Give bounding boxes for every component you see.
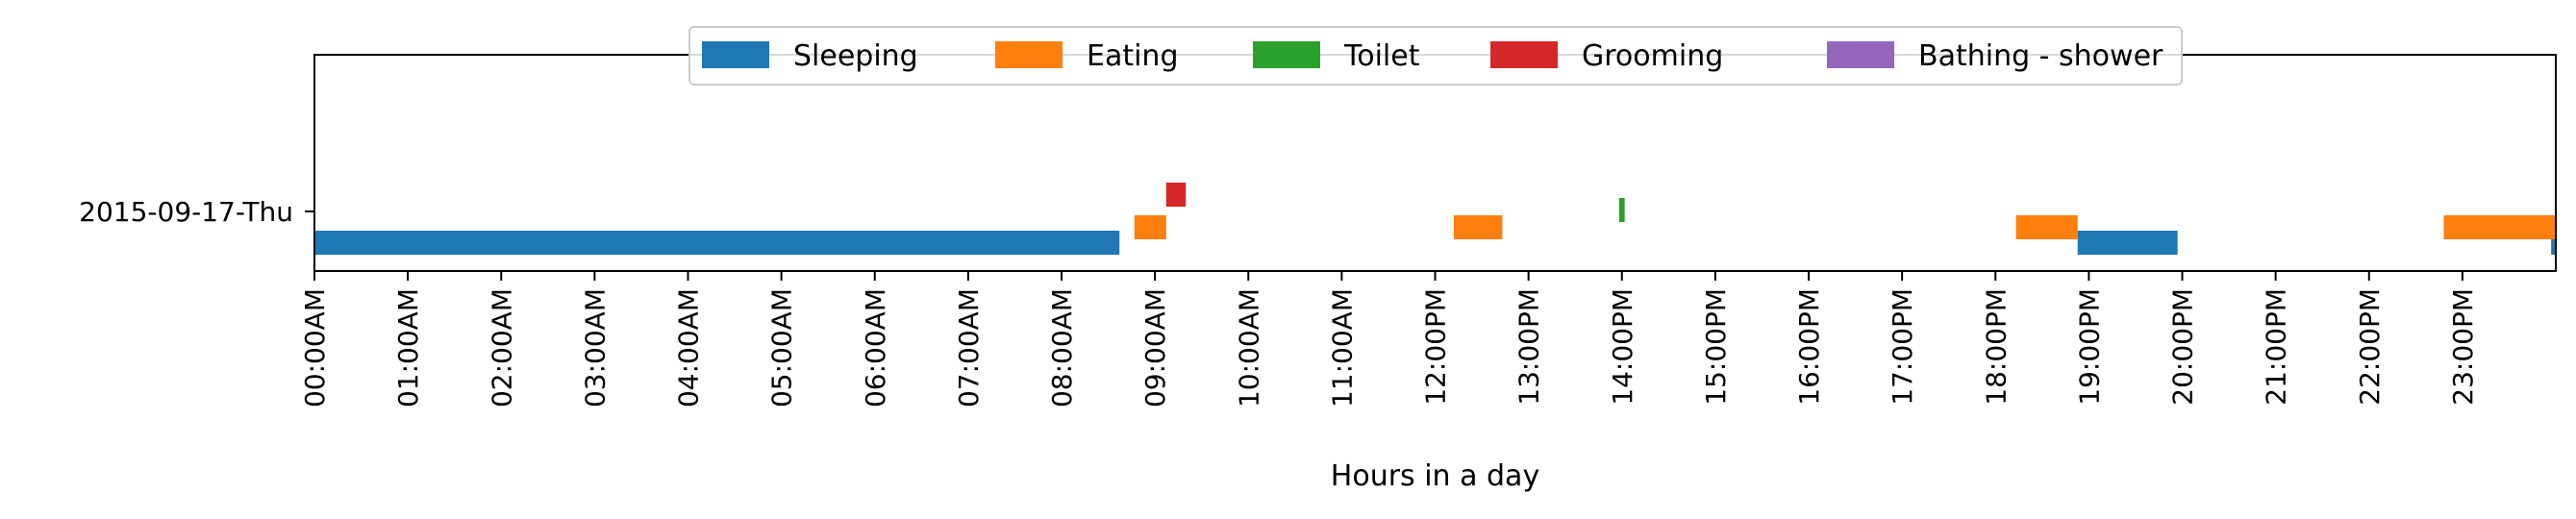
x-tick-label: 11:00AM xyxy=(1326,288,1358,408)
x-axis-ticks: 00:00AM 01:00AM 02:00AM 03:00AM 04:00AM 05:00… xyxy=(299,271,2479,408)
chart-marks xyxy=(314,183,2556,255)
x-axis-title: Hours in a day xyxy=(1331,459,1539,493)
x-tick-label: 19:00PM xyxy=(2073,288,2105,406)
y-axis-ticks: 2015-09-17-Thu xyxy=(79,196,314,228)
y-tick-label: 2015-09-17-Thu xyxy=(79,196,293,228)
x-tick-label: 12:00PM xyxy=(1420,288,1452,406)
x-tick-label: 05:00AM xyxy=(766,288,798,408)
bar-sleeping-2 xyxy=(2551,231,2556,255)
x-tick-label: 07:00AM xyxy=(953,288,985,408)
bar-eating-1 xyxy=(1453,215,1503,239)
bar-sleeping-0 xyxy=(314,231,1120,255)
legend-label-sleeping: Sleeping xyxy=(793,39,918,73)
bar-eating-3 xyxy=(2443,215,2556,239)
x-tick-label: 08:00AM xyxy=(1046,288,1078,408)
legend-swatch-sleeping xyxy=(702,41,769,68)
x-tick-label: 01:00AM xyxy=(392,288,424,408)
bar-eating-2 xyxy=(2015,215,2078,239)
x-tick-label: 00:00AM xyxy=(299,288,331,408)
bar-sleeping-1 xyxy=(2077,231,2178,255)
x-tick-label: 10:00AM xyxy=(1233,288,1264,408)
legend-label-grooming: Grooming xyxy=(1582,39,1723,73)
legend-label-toilet: Toilet xyxy=(1343,39,1420,73)
x-tick-label: 06:00AM xyxy=(860,288,891,408)
bar-eating-0 xyxy=(1134,215,1166,239)
x-tick-label: 03:00AM xyxy=(579,288,611,408)
bar-grooming-0 xyxy=(1165,183,1187,207)
legend-swatch-grooming xyxy=(1490,41,1558,68)
x-tick-label: 15:00PM xyxy=(1700,288,1732,406)
legend-label-bathing-shower: Bathing - shower xyxy=(1918,39,2163,73)
x-tick-label: 16:00PM xyxy=(1793,288,1825,406)
x-tick-label: 17:00PM xyxy=(1887,288,1918,406)
x-tick-label: 20:00PM xyxy=(2167,288,2199,406)
x-tick-label: 02:00AM xyxy=(486,288,517,408)
x-tick-label: 14:00PM xyxy=(1607,288,1638,406)
legend-label-eating: Eating xyxy=(1087,39,1179,73)
x-tick-label: 23:00PM xyxy=(2447,288,2479,406)
legend-swatch-eating xyxy=(995,41,1063,68)
x-tick-label: 22:00PM xyxy=(2354,288,2386,406)
x-tick-label: 09:00AM xyxy=(1139,288,1171,408)
x-tick-label: 13:00PM xyxy=(1513,288,1545,406)
legend-swatch-toilet xyxy=(1253,41,1320,68)
x-tick-label: 04:00AM xyxy=(673,288,705,408)
bar-toilet-0 xyxy=(1618,198,1625,222)
x-tick-label: 18:00PM xyxy=(1980,288,2012,406)
x-tick-label: 21:00PM xyxy=(2261,288,2292,406)
legend: Sleeping Eating Toilet Grooming Bathing - sh… xyxy=(688,26,2183,86)
legend-swatch-bathing-shower xyxy=(1827,41,1894,68)
